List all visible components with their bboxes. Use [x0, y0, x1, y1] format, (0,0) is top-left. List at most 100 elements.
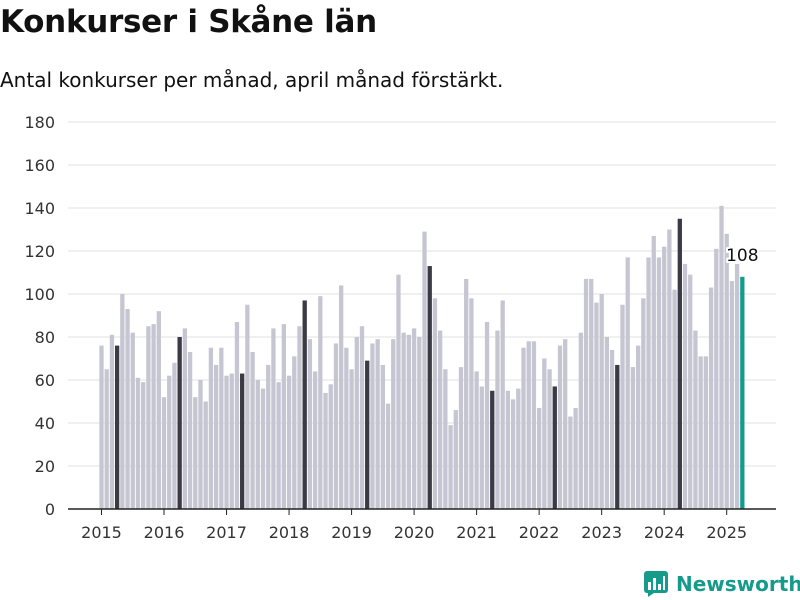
bar — [114, 345, 120, 509]
bar — [161, 397, 167, 509]
bar — [208, 347, 214, 509]
bar — [375, 339, 380, 509]
bar — [365, 360, 370, 509]
bar — [693, 330, 698, 509]
newsworthy-logo-text: Newsworthy — [676, 572, 800, 596]
bar — [120, 294, 125, 509]
x-tick-label: 2017 — [206, 523, 247, 542]
latest-value-label: 108 — [726, 246, 758, 266]
bar — [260, 388, 266, 509]
bar — [651, 235, 656, 509]
x-axis: 2015 2016 2017 2018 2019 2020 2021 2022 2023 2024… — [68, 508, 776, 542]
bar — [521, 347, 526, 509]
bar — [573, 407, 578, 509]
bar — [578, 332, 583, 509]
y-tick-label: 180 — [24, 113, 55, 132]
bar — [271, 328, 276, 509]
bar — [630, 367, 636, 509]
bar — [490, 390, 495, 509]
bar — [734, 263, 740, 509]
chart-title: Konkurser i Skåne län — [0, 4, 377, 40]
bar — [714, 248, 719, 509]
bar — [135, 377, 141, 509]
bar — [240, 373, 245, 509]
bar — [417, 337, 422, 509]
bar — [125, 309, 130, 509]
bar — [526, 341, 531, 509]
bar — [464, 278, 469, 509]
bar — [682, 263, 688, 509]
bar — [234, 321, 240, 509]
bar — [401, 332, 406, 509]
bar — [172, 362, 177, 509]
bar — [177, 337, 182, 509]
bar — [646, 257, 651, 509]
bar — [224, 375, 229, 509]
x-tick-label: 2021 — [456, 523, 497, 542]
bar — [662, 246, 667, 509]
bar — [213, 364, 219, 509]
x-tick-label: 2019 — [331, 523, 372, 542]
bar — [292, 356, 297, 509]
bar — [495, 330, 500, 509]
bar — [104, 369, 109, 509]
bar — [516, 388, 521, 509]
bar — [250, 352, 255, 509]
bar — [552, 386, 557, 509]
bar — [500, 300, 505, 509]
x-tick-label: 2023 — [581, 523, 622, 542]
bar — [724, 233, 729, 510]
bar — [740, 276, 745, 509]
x-tick-label: 2016 — [144, 523, 185, 542]
newsworthy-logo: Newsworthy — [644, 568, 800, 600]
bar — [109, 334, 115, 509]
bar — [698, 356, 703, 509]
bar — [318, 296, 323, 509]
x-tick-label: 2025 — [706, 523, 747, 542]
bar — [688, 274, 693, 509]
bar — [667, 229, 672, 509]
bar — [453, 410, 458, 509]
x-tick-label: 2024 — [644, 523, 685, 542]
bar — [510, 399, 516, 509]
bar — [302, 300, 307, 509]
bar — [599, 294, 604, 509]
bars — [99, 205, 745, 510]
bar — [151, 324, 156, 509]
bar — [141, 382, 146, 509]
bar — [448, 425, 453, 509]
bar — [333, 343, 339, 509]
bar — [479, 386, 484, 509]
bar — [708, 287, 714, 509]
bar — [370, 343, 375, 509]
bar — [245, 304, 250, 509]
y-tick-label: 100 — [24, 285, 55, 304]
y-tick-label: 20 — [35, 457, 55, 476]
bar — [229, 373, 234, 509]
bar — [349, 369, 354, 509]
bar — [146, 326, 151, 509]
chart-subtitle: Antal konkurser per månad, april månad f… — [0, 68, 504, 92]
x-tick-label: 2018 — [269, 523, 310, 542]
bar — [286, 375, 292, 509]
bar — [432, 298, 438, 509]
bar — [438, 330, 443, 509]
bar — [187, 352, 193, 509]
bar — [307, 339, 313, 509]
bar — [484, 321, 490, 509]
bar — [703, 356, 709, 509]
bar — [635, 345, 641, 509]
y-tick-label: 140 — [24, 199, 55, 218]
bar — [406, 334, 412, 509]
bar — [203, 401, 208, 509]
bar — [719, 205, 724, 509]
bar — [458, 367, 464, 509]
bar — [604, 337, 610, 509]
bar — [547, 369, 552, 509]
y-tick-label: 60 — [35, 371, 55, 390]
bar — [615, 364, 620, 509]
bar — [281, 324, 286, 509]
bar — [474, 371, 479, 509]
newsworthy-logo-icon — [644, 571, 668, 597]
